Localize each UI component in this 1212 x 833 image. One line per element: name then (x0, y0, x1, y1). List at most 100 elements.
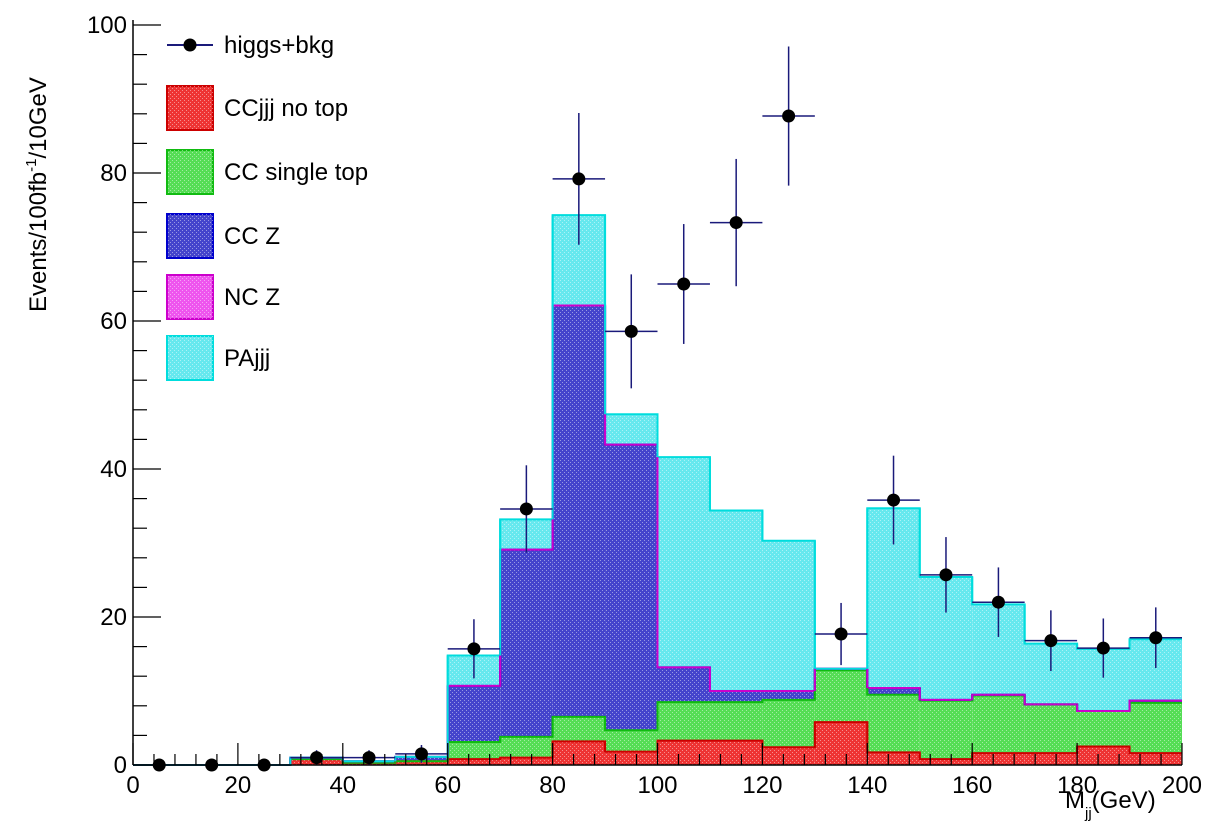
data-point-15 (939, 568, 953, 582)
legend-label-pajjj: PAjjj (224, 345, 270, 372)
bar-texture-cc-z-12 (762, 691, 815, 700)
bar-texture-ccjjj-no-top-18 (1077, 746, 1130, 765)
legend-label-cc-single-top: CC single top (224, 159, 368, 186)
stacked-histogram (133, 214, 1182, 766)
data-point-5 (414, 747, 428, 761)
bar-texture-cc-single-top-16 (972, 695, 1025, 754)
bar-texture-ccjjj-no-top-5 (395, 761, 448, 765)
legend-swatch-texture (167, 150, 213, 194)
x-axis-title-unit: (GeV) (1092, 787, 1156, 814)
legend-label-higgs-bkg: higgs+bkg (224, 32, 334, 59)
data-point-18 (1096, 641, 1110, 655)
data-point-9 (624, 324, 638, 338)
bar-texture-cc-z-9 (605, 444, 658, 731)
x-tick-label: 60 (434, 772, 461, 799)
bar-texture-ccjjj-no-top-11 (709, 740, 763, 765)
data-point-13 (834, 627, 848, 641)
bar-texture-ccjjj-no-top-16 (972, 753, 1025, 765)
bar-texture-pajjj-12 (762, 540, 815, 691)
bar-texture-cc-single-top-14 (867, 694, 920, 753)
legend-label-nc-z: NC Z (224, 284, 280, 311)
bar-texture-cc-z-14 (867, 688, 920, 695)
data-point-12 (782, 109, 796, 123)
bar-texture-cc-single-top-8 (552, 716, 606, 742)
bar-texture-ccjjj-no-top-12 (762, 747, 815, 765)
x-tick-label: 140 (847, 772, 887, 799)
bar-texture-ccjjj-no-top-17 (1024, 753, 1078, 765)
legend: higgs+bkg CCjjj no top CC single top CC Z NC… (166, 32, 368, 381)
legend-swatch-texture (167, 214, 213, 258)
bar-texture-cc-single-top-10 (657, 702, 710, 741)
data-point-6 (467, 642, 481, 656)
x-tick-label: 20 (225, 772, 252, 799)
legend-label-ccjjj-no-top: CCjjj no top (224, 95, 348, 122)
bar-texture-ccjjj-no-top-6 (447, 759, 501, 765)
bar-texture-cc-z-11 (709, 691, 763, 703)
y-tick-label: 0 (114, 752, 127, 779)
bar-texture-cc-single-top-15 (919, 700, 973, 760)
y-axis-title-unit: /10GeV (25, 77, 52, 158)
legend-swatch-texture (167, 336, 213, 380)
bar-texture-pajjj-11 (709, 510, 763, 691)
y-tick-label: 40 (100, 456, 127, 483)
bar-texture-cc-single-top-13 (814, 670, 868, 723)
data-point-14 (887, 493, 901, 507)
bar-texture-ccjjj-no-top-14 (867, 752, 920, 765)
x-tick-label: 180 (1057, 772, 1097, 799)
bar-texture-ccjjj-no-top-9 (605, 751, 658, 765)
data-point-19 (1149, 631, 1163, 645)
bar-texture-ccjjj-no-top-7 (500, 757, 553, 765)
data-point-16 (991, 595, 1005, 609)
x-axis-title-subscript: jj (1084, 805, 1092, 822)
bar-texture-ccjjj-no-top-19 (1129, 753, 1182, 765)
y-axis-title-main: Events/100fb (25, 172, 52, 312)
y-tick-label: 100 (87, 12, 127, 39)
x-tick-label: 200 (1162, 772, 1202, 799)
data-point-7 (519, 502, 533, 516)
outline-pajjj (133, 214, 1182, 766)
bar-texture-pajjj-10 (657, 457, 710, 668)
bar-texture-cc-single-top-11 (709, 702, 763, 741)
bar-texture-cc-single-top-18 (1077, 710, 1130, 747)
bar-texture-cc-z-19 (1129, 700, 1182, 703)
data-points (133, 46, 1182, 772)
x-tick-label: 0 (126, 772, 139, 799)
bar-texture-ccjjj-no-top-13 (814, 722, 868, 765)
y-tick-label: 80 (100, 160, 127, 187)
bar-texture-ccjjj-no-top-10 (657, 740, 710, 765)
legend-swatch-texture (167, 275, 213, 319)
legend-swatch-texture (167, 86, 213, 130)
data-point-4 (362, 751, 376, 765)
data-point-8 (572, 172, 586, 186)
x-tick-label: 100 (637, 772, 677, 799)
bar-texture-cc-z-6 (447, 685, 501, 743)
y-axis-title: Events/100fb-1/10GeV (23, 77, 52, 312)
bar-texture-cc-single-top-9 (605, 730, 658, 752)
bar-texture-cc-z-7 (500, 549, 553, 737)
bar-texture-pajjj-9 (605, 414, 658, 445)
x-tick-label: 160 (952, 772, 992, 799)
y-tick-label: 20 (100, 604, 127, 631)
legend-marker-dot (183, 38, 197, 52)
bar-texture-cc-z-8 (552, 305, 606, 717)
legend-label-cc-z: CC Z (224, 223, 280, 250)
data-point-11 (729, 216, 743, 230)
y-tick-label: 60 (100, 308, 127, 335)
axes: 0 20 40 60 80 100 120 140 160 180 200 0 20 40 60 80 100 (87, 12, 1202, 799)
x-tick-label: 40 (329, 772, 356, 799)
x-tick-label: 80 (539, 772, 566, 799)
bar-texture-cc-single-top-12 (762, 699, 815, 748)
data-point-3 (310, 751, 324, 765)
data-point-17 (1044, 634, 1058, 648)
bar-texture-cc-single-top-17 (1024, 704, 1078, 754)
bar-texture-ccjjj-no-top-8 (552, 741, 606, 765)
bar-texture-cc-single-top-19 (1129, 702, 1182, 754)
bar-texture-ccjjj-no-top-15 (919, 759, 973, 765)
x-axis-title-main: M (1065, 787, 1085, 814)
bar-texture-cc-single-top-7 (500, 736, 553, 758)
bar-texture-cc-single-top-6 (447, 742, 501, 760)
x-tick-label: 120 (742, 772, 782, 799)
x-axis-title: Mjj(GeV) (1065, 787, 1156, 822)
bar-texture-cc-z-10 (657, 667, 710, 703)
